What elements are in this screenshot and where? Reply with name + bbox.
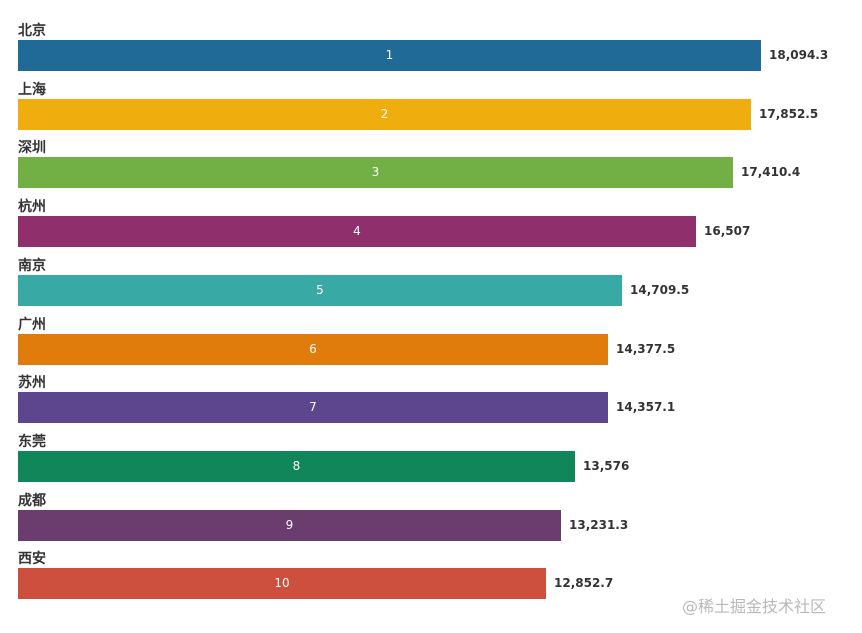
bar[interactable]: 6 xyxy=(18,333,608,365)
bar-row: 东莞 8 13,576 xyxy=(18,434,695,492)
bar[interactable]: 4 xyxy=(18,216,696,248)
bar-row: 苏州 7 14,357.1 xyxy=(18,375,728,433)
city-label: 成都 xyxy=(18,492,46,509)
bar-row: 西安 10 12,852.7 xyxy=(18,551,666,609)
city-label: 上海 xyxy=(18,81,46,98)
city-label: 广州 xyxy=(18,316,46,333)
bar[interactable]: 2 xyxy=(18,98,751,130)
rank-label: 3 xyxy=(371,165,380,180)
bar-row: 广州 6 14,377.5 xyxy=(18,317,728,375)
rank-label: 2 xyxy=(380,106,389,121)
rank-label: 7 xyxy=(309,400,317,415)
bar-row: 上海 2 17,852.5 xyxy=(18,82,862,140)
bar-row: 北京 1 18,094.3 xyxy=(18,23,862,81)
city-label: 苏州 xyxy=(18,375,46,392)
bar[interactable]: 1 xyxy=(18,40,761,71)
bar[interactable]: 3 xyxy=(18,157,733,189)
rank-label: 1 xyxy=(385,48,394,62)
bar[interactable]: 10 xyxy=(18,568,546,600)
watermark: @稀土掘金技术社区 xyxy=(682,597,827,616)
bar[interactable]: 5 xyxy=(18,274,622,306)
bar[interactable]: 7 xyxy=(18,392,608,424)
bar-row: 杭州 4 16,507 xyxy=(18,199,816,257)
city-label: 北京 xyxy=(18,23,46,39)
bar-row: 成都 9 13,231.3 xyxy=(18,493,681,551)
value-label: 17,410.4 xyxy=(741,165,801,180)
value-label: 17,852.5 xyxy=(759,106,819,121)
value-label: 13,576 xyxy=(583,458,630,473)
value-label: 14,709.5 xyxy=(630,282,690,297)
value-label: 14,357.1 xyxy=(616,400,676,415)
rank-label: 8 xyxy=(292,458,301,473)
city-label: 杭州 xyxy=(18,199,46,216)
bar-row: 深圳 3 17,410.4 xyxy=(18,140,853,198)
value-label: 16,507 xyxy=(704,224,751,239)
value-label: 13,231.3 xyxy=(569,517,629,532)
city-label: 深圳 xyxy=(18,140,46,157)
rank-label: 5 xyxy=(316,282,324,297)
bar[interactable]: 8 xyxy=(18,450,575,482)
rank-label: 4 xyxy=(353,224,361,239)
rank-label: 6 xyxy=(309,341,317,356)
city-label: 西安 xyxy=(18,551,46,568)
bar[interactable]: 9 xyxy=(18,509,561,541)
value-label: 14,377.5 xyxy=(616,341,676,356)
city-label: 南京 xyxy=(18,257,46,274)
rank-label: 10 xyxy=(274,576,290,591)
value-label: 18,094.3 xyxy=(769,48,829,62)
city-label: 东莞 xyxy=(18,433,46,450)
value-label: 12,852.7 xyxy=(554,576,614,591)
rank-label: 9 xyxy=(285,517,294,532)
bar-row: 南京 5 14,709.5 xyxy=(18,258,742,316)
